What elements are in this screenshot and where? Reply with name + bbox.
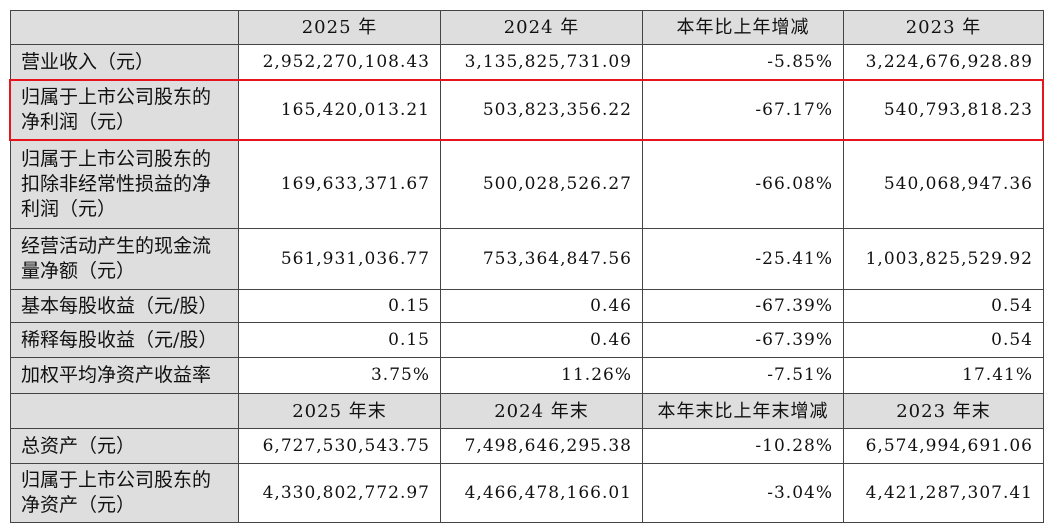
cell-value: 540,068,947.36 [843,139,1044,229]
cell-value: 753,364,847.56 [440,228,643,290]
data-row: 总资产（元） 6,727,530,543.75 7,498,646,295.38 -1… [10,428,1044,464]
row-label: 基本每股收益（元/股） [10,289,239,323]
cell-value: -67.39% [642,322,844,358]
cell-value: -67.39% [642,289,844,323]
column-header: 2025 年末 [238,393,441,429]
cell-value: 4,330,802,772.97 [238,463,441,523]
header-corner [10,393,239,429]
cell-value: 0.54 [843,322,1044,358]
header-row: 2025 年末 2024 年末 本年末比上年末增减 2023 年末 [10,393,1044,429]
row-label: 营业收入（元） [10,44,239,81]
data-row: 经营活动产生的现金流量净额（元） 561,931,036.77 753,364,84… [10,228,1044,290]
cell-value: -25.41% [642,228,844,290]
cell-value: 0.15 [238,289,441,323]
cell-value: 3,135,825,731.09 [440,44,643,81]
row-label: 归属于上市公司股东的净资产（元） [10,463,239,523]
table-body: 2025 年 2024 年本年比上年增减 2023 年营业收入（元） 2,952,27… [10,10,1044,523]
row-label: 总资产（元） [10,428,239,464]
cell-value: 169,633,371.67 [238,139,441,229]
data-row: 归属于上市公司股东的扣除非经常性损益的净利润（元） 169,633,371.67 5… [10,139,1044,229]
row-label: 归属于上市公司股东的净利润（元） [10,80,239,140]
header-row: 2025 年 2024 年本年比上年增减 2023 年 [10,10,1044,45]
cell-value: 4,466,478,166.01 [440,463,643,523]
data-row: 加权平均净资产收益率 3.75% 11.26% -7.51% 17.41% [10,357,1044,394]
header-corner [10,10,239,45]
cell-value: 17.41% [843,357,1044,394]
row-label: 归属于上市公司股东的扣除非经常性损益的净利润（元） [10,139,239,229]
row-label: 稀释每股收益（元/股） [10,322,239,358]
column-header: 2024 年末 [440,393,643,429]
cell-value: 2,952,270,108.43 [238,44,441,81]
cell-value: 503,823,356.22 [440,80,643,140]
data-row: 归属于上市公司股东的净资产（元） 4,330,802,772.97 4,466,47… [10,463,1044,523]
cell-value: 4,421,287,307.41 [843,463,1044,523]
row-label: 经营活动产生的现金流量净额（元） [10,228,239,290]
cell-value: 7,498,646,295.38 [440,428,643,464]
cell-value: 500,028,526.27 [440,139,643,229]
data-row: 稀释每股收益（元/股） 0.15 0.46 -67.39% 0.54 [10,322,1044,358]
column-header: 2025 年 [238,10,441,45]
cell-value: 6,574,994,691.06 [843,428,1044,464]
cell-value: 0.15 [238,322,441,358]
cell-value: 540,793,818.23 [843,80,1044,140]
cell-value: -5.85% [642,44,844,81]
cell-value: 11.26% [440,357,643,394]
data-row: 基本每股收益（元/股） 0.15 0.46 -67.39% 0.54 [10,289,1044,323]
cell-value: 165,420,013.21 [238,80,441,140]
column-header: 2024 年 [440,10,643,45]
cell-value: 0.46 [440,322,643,358]
column-header: 2023 年 [843,10,1044,45]
cell-value: 0.54 [843,289,1044,323]
column-header: 本年比上年增减 [642,10,844,45]
financial-table: 2025 年 2024 年本年比上年增减 2023 年营业收入（元） 2,952,27… [10,10,1044,523]
data-row: 归属于上市公司股东的净利润（元） 165,420,013.21 503,823,35… [10,80,1044,140]
cell-value: 1,003,825,529.92 [843,228,1044,290]
column-header: 本年末比上年末增减 [642,393,844,429]
cell-value: 3.75% [238,357,441,394]
cell-value: -10.28% [642,428,844,464]
cell-value: -67.17% [642,80,844,140]
cell-value: -3.04% [642,463,844,523]
cell-value: 0.46 [440,289,643,323]
cell-value: 6,727,530,543.75 [238,428,441,464]
row-label: 加权平均净资产收益率 [10,357,239,394]
column-header: 2023 年末 [843,393,1044,429]
cell-value: -66.08% [642,139,844,229]
data-row: 营业收入（元） 2,952,270,108.43 3,135,825,731.09-… [10,44,1044,81]
cell-value: 561,931,036.77 [238,228,441,290]
cell-value: 3,224,676,928.89 [843,44,1044,81]
cell-value: -7.51% [642,357,844,394]
